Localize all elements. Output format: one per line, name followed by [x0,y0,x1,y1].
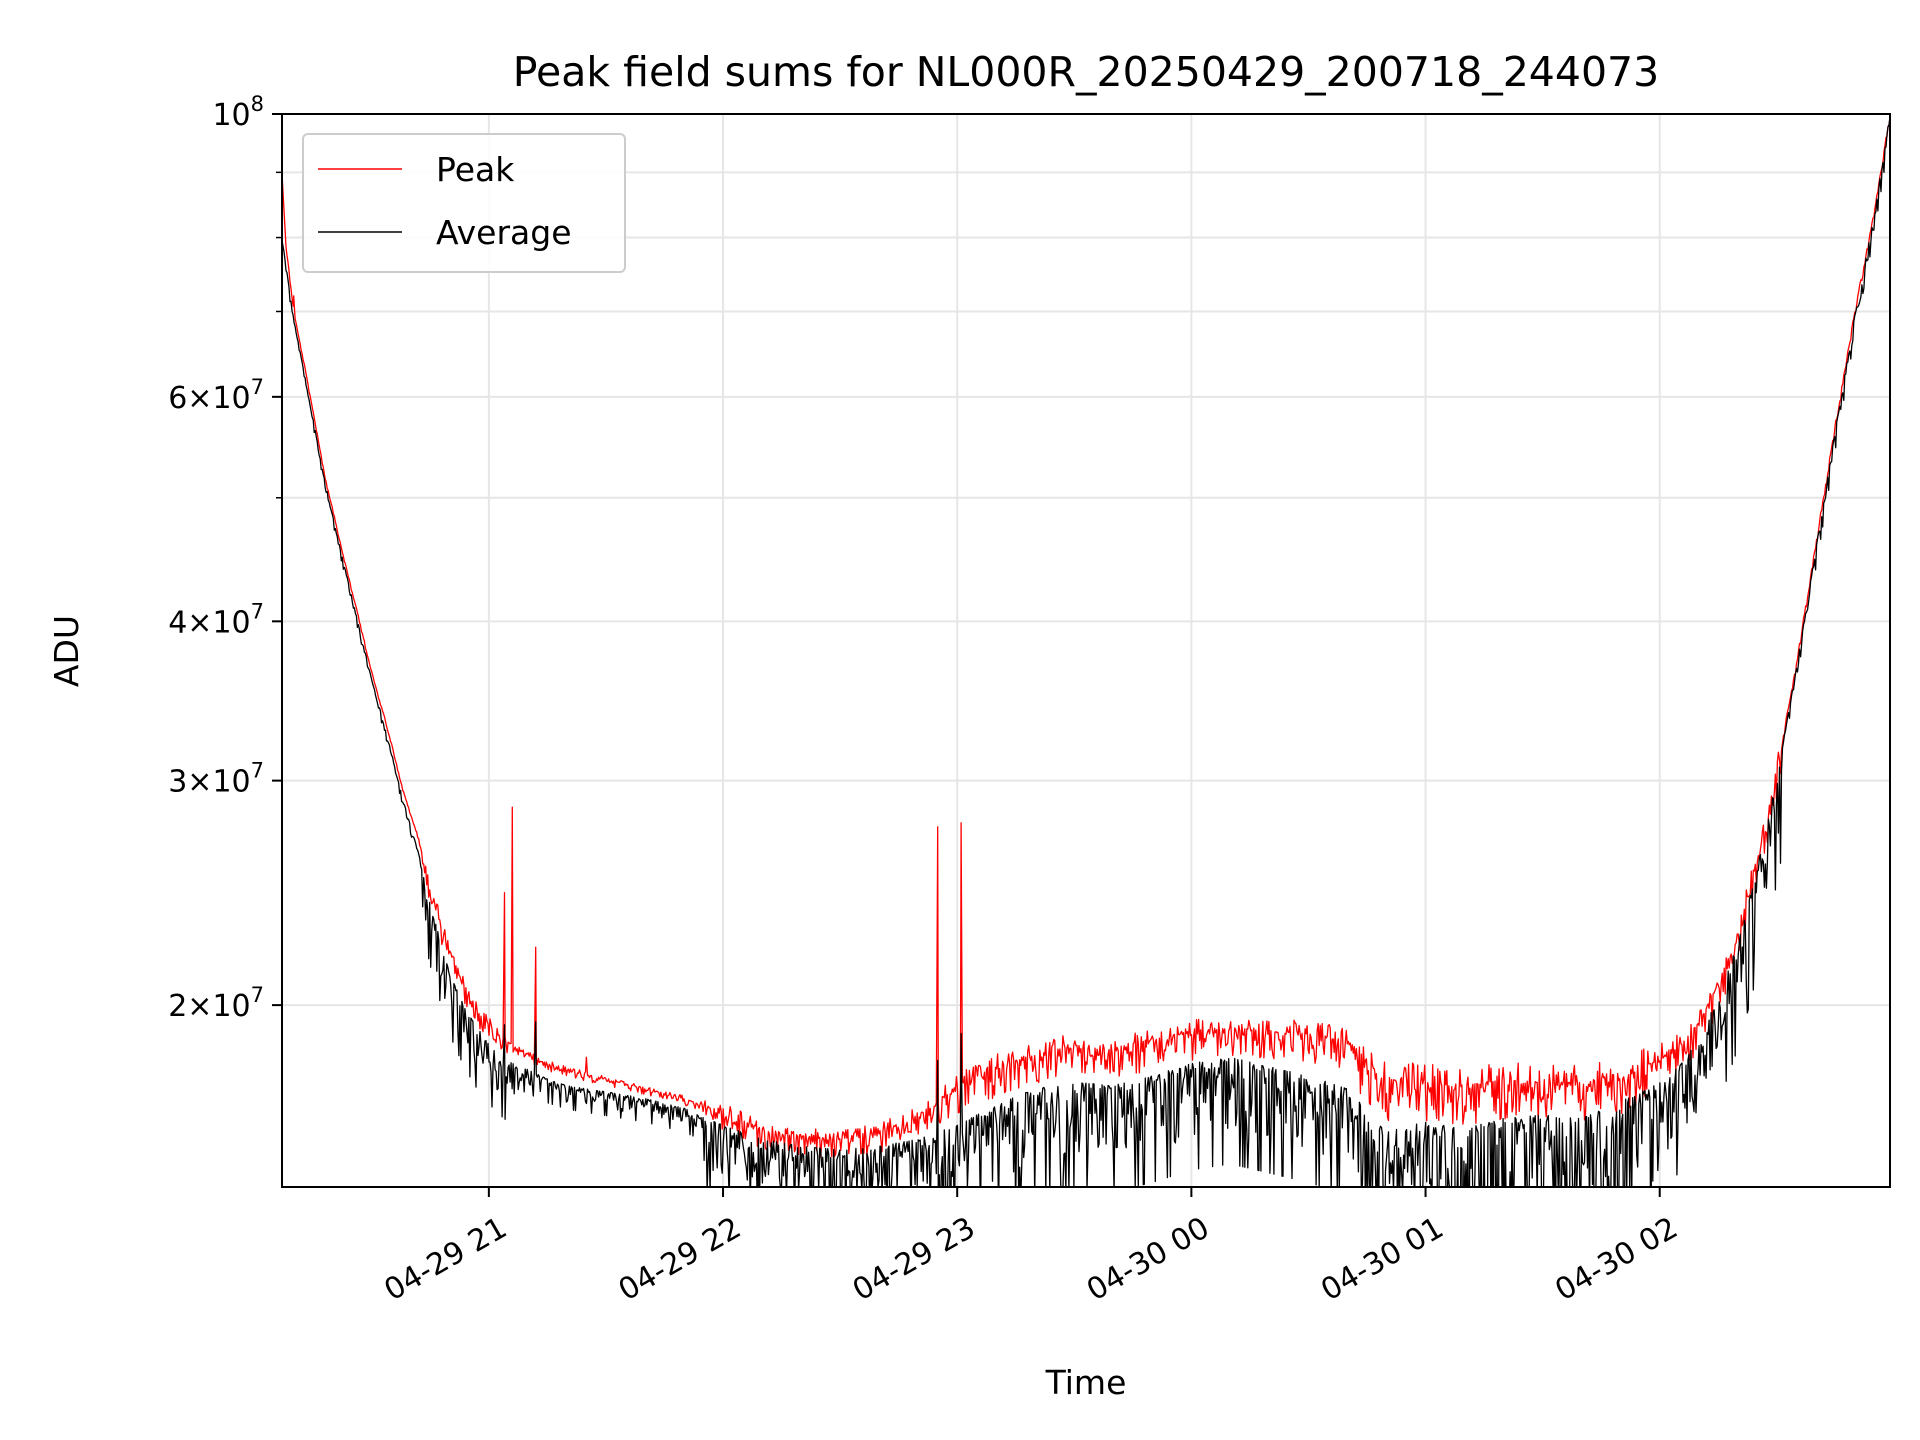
legend-label-peak: Peak [436,150,515,189]
plot-frame [281,113,1891,1188]
y-tick-label: 4×107 [168,599,264,640]
legend-label-average: Average [436,213,572,252]
series-line-peak [282,117,1890,1159]
chart-title: Peak field sums for NL000R_20250429_2007… [513,48,1659,96]
series-line-average [282,116,1890,1187]
series-layer [282,116,1890,1187]
x-axis-label: Time [1045,1363,1127,1402]
y-tick-label: 108 [212,92,264,133]
y-tick-label: 3×107 [168,759,264,800]
legend: Peak Average [302,133,626,273]
y-tick-label: 6×107 [168,375,264,416]
y-tick-label: 2×107 [168,983,264,1024]
y-axis-label: ADU [47,615,86,687]
